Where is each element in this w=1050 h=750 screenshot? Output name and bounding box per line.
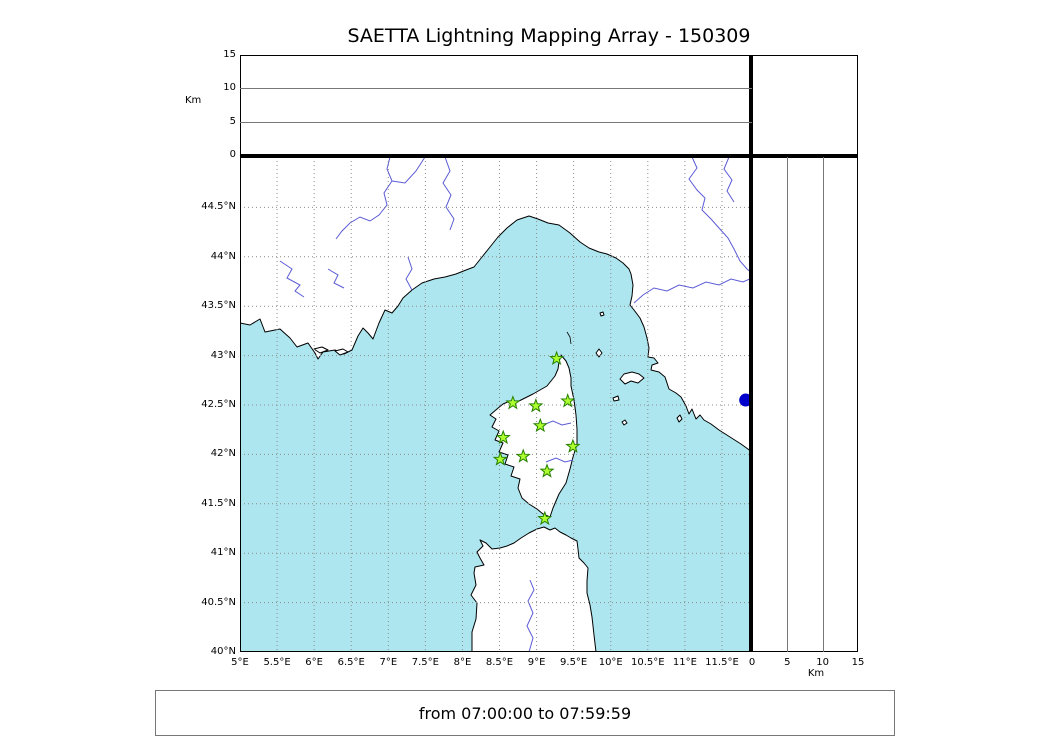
lat-tick-label: 43.5°N	[201, 300, 236, 312]
lon-tick-label: 6.5°E	[337, 657, 365, 668]
alt-tick-label: 5	[229, 115, 236, 127]
lon-tick-label: 9°E	[527, 657, 546, 668]
lat-tick-label: 41°N	[210, 547, 236, 559]
lon-tick-label: 8.5°E	[485, 657, 514, 668]
figure-title: SAETTA Lightning Mapping Array - 150309	[347, 25, 751, 47]
rivers	[279, 157, 752, 652]
river	[545, 457, 574, 463]
lat-tick-label: 40.5°N	[201, 596, 236, 608]
lon-tick-label: 10°E	[598, 657, 623, 668]
time-range-box: from 07:00:00 to 07:59:59	[155, 690, 895, 736]
lon-tick-label: 11.5°E	[705, 657, 739, 668]
lma-station-marker	[549, 350, 565, 365]
alt-tick-label: 5	[784, 657, 791, 668]
island-montecristo	[621, 419, 628, 426]
lma-station-marker	[560, 392, 576, 408]
lon-tick-label: 9.5°E	[560, 657, 588, 668]
alt-tick-label: 0	[748, 657, 756, 668]
alt-tick-label: 15	[223, 49, 236, 60]
lat-tick-label: 40°N	[210, 646, 236, 657]
lma-station-marker	[515, 448, 531, 463]
lon-tick-label: 7.5°E	[411, 657, 439, 668]
alt-gridline	[787, 157, 789, 652]
lat-tick-label: 44°N	[210, 250, 236, 262]
lat-tick-label: 42.5°N	[201, 398, 236, 410]
map-panel	[240, 157, 752, 652]
lon-tick-label: 5°E	[231, 657, 249, 668]
lat-tick-label: 43°N	[210, 349, 236, 361]
alt-tick-label: 0	[229, 149, 236, 160]
alt-tick-label: 10	[816, 657, 830, 668]
lma-station-marker	[532, 417, 548, 433]
alt-gridline	[240, 121, 752, 123]
km-axis-label: Km	[807, 668, 825, 679]
map-graticule	[240, 157, 752, 652]
river	[442, 157, 455, 231]
island-pianosa	[612, 395, 620, 402]
lat-tick-label: 42°N	[210, 448, 236, 460]
river	[688, 157, 752, 274]
lma-station-marker	[495, 429, 511, 445]
lon-tick-label: 7°E	[379, 657, 398, 668]
lma-station-marker	[537, 510, 553, 526]
river	[335, 157, 393, 240]
river	[391, 157, 426, 184]
river	[327, 268, 345, 289]
panel-separator-vertical	[749, 55, 752, 652]
lon-tick-label: 11°E	[672, 657, 697, 668]
lma-station-marker	[539, 463, 555, 478]
river	[279, 260, 305, 298]
island-elba	[619, 371, 645, 385]
river	[633, 277, 752, 304]
alt-tick-label: 15	[851, 657, 865, 668]
panel-separator-horizontal	[240, 154, 858, 157]
islet-giraglia	[566, 331, 572, 345]
coast-continent	[240, 157, 752, 453]
lon-tick-label: 6°E	[305, 657, 323, 668]
time-range-text: from 07:00:00 to 07:59:59	[418, 703, 632, 723]
altitude-histogram-panel	[752, 55, 858, 155]
lma-station-marker	[505, 395, 521, 410]
altitude-axis-label: Km	[185, 95, 202, 106]
lat-tick-label: 41.5°N	[201, 497, 236, 509]
lma-station-marker	[528, 398, 544, 413]
station-markers	[492, 350, 752, 526]
river	[526, 579, 535, 652]
alt-tick-label: 10	[223, 82, 236, 94]
lon-tick-label: 5.5°E	[263, 657, 291, 668]
lake-bolsena	[739, 393, 752, 407]
island-giglio	[676, 414, 683, 423]
river	[723, 157, 735, 203]
island-porquerolles	[313, 346, 329, 354]
altitude-latitude-panel	[752, 157, 858, 652]
lon-tick-label: 8°E	[453, 657, 472, 668]
lat-tick-label: 44.5°N	[201, 201, 236, 213]
alt-gridline	[240, 88, 752, 90]
alt-gridline	[822, 157, 824, 652]
lon-tick-label: 10.5°E	[631, 657, 665, 668]
river	[405, 256, 413, 291]
island-capraia	[595, 348, 603, 358]
island-port-cros	[334, 348, 349, 356]
altitude-longitude-panel	[240, 55, 752, 155]
lma-station-marker	[492, 451, 508, 466]
river	[542, 420, 572, 426]
island-gorgona	[599, 311, 605, 317]
lma-station-marker	[565, 438, 581, 453]
coast-corsica	[489, 354, 578, 518]
